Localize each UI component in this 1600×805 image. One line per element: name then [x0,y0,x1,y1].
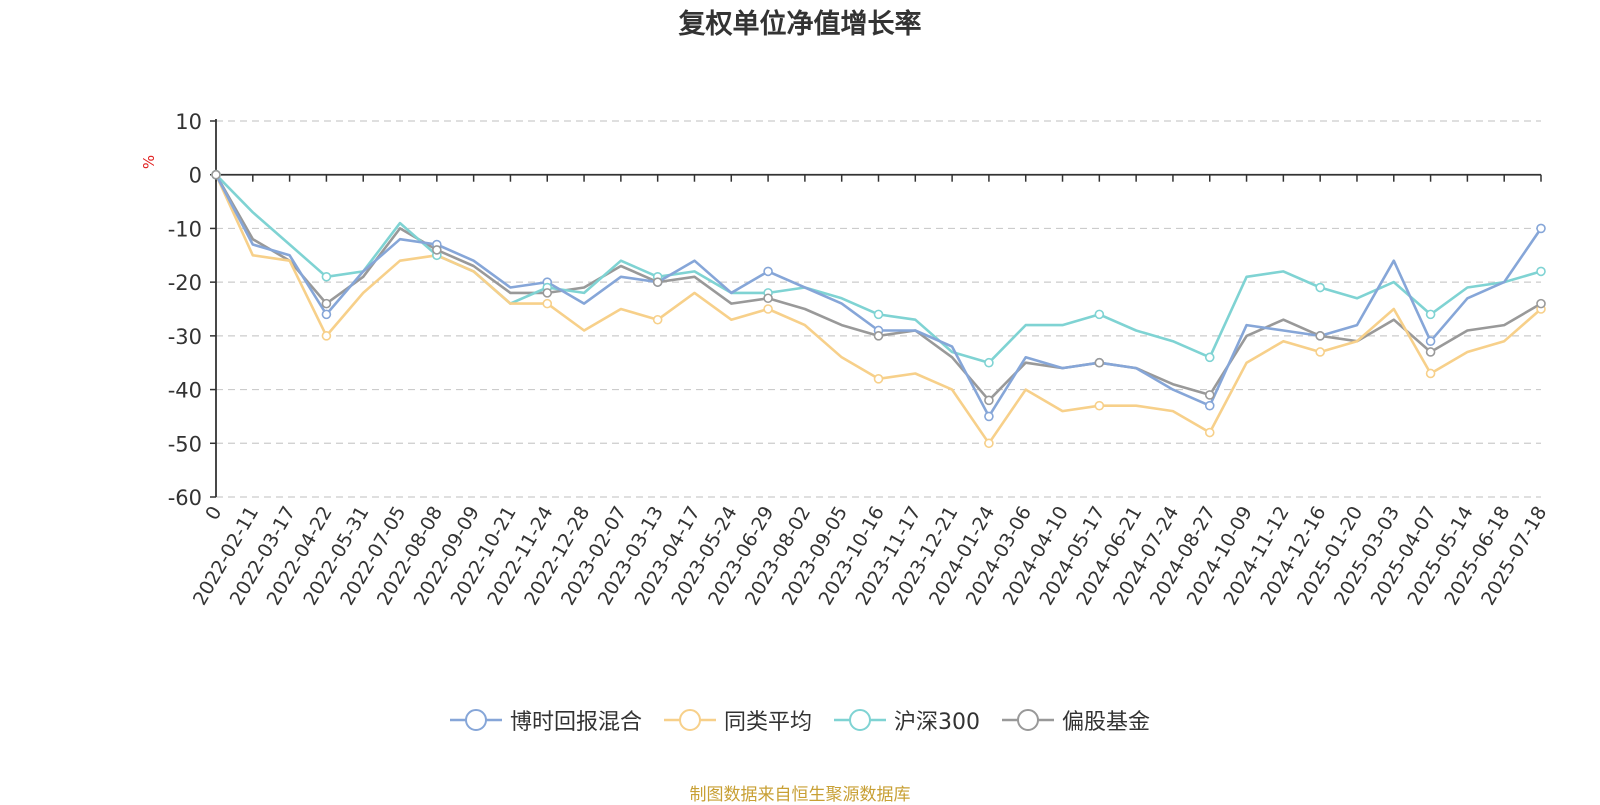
chart-title: 复权单位净值增长率 [678,9,922,40]
x-tick-label: 0 [201,503,226,524]
legend-swatch-marker [1017,709,1039,731]
y-tick-label: -60 [168,486,202,510]
data-point [1204,352,1215,363]
data-point [211,169,221,180]
data-point [763,293,773,304]
legend-swatch [834,709,886,731]
data-point [652,314,663,325]
data-point [1425,336,1436,347]
data-point [1536,223,1546,234]
y-tick-label: 0 [189,164,202,188]
data-point [652,277,663,287]
data-point [321,309,332,320]
data-point [1315,331,1325,341]
legend-label: 偏股基金 [1062,710,1151,735]
y-tick-label: 10 [175,110,202,134]
y-tick-label: -10 [168,217,202,241]
data-point [1425,347,1436,357]
data-point [1315,282,1325,293]
data-point [1425,368,1436,379]
data-point [542,298,553,309]
source-note: 制图数据来自恒生聚源数据库 [689,785,911,805]
legend-item[interactable]: 同类平均 [663,704,812,736]
series-line [214,174,1542,402]
data-point [542,288,553,298]
data-point [763,266,773,277]
legend-swatch [663,709,716,731]
y-tick-label: -40 [168,379,202,403]
data-point [1094,309,1105,320]
data-point [984,438,994,449]
data-point [763,304,773,314]
data-point [321,271,332,282]
data-point [1204,390,1215,400]
data-point [873,374,884,384]
axes [210,119,1542,498]
data-point [432,245,442,255]
data-point [984,357,994,368]
data-point [1425,309,1436,320]
legend-swatch-marker [849,709,871,731]
series-line [214,174,1542,445]
legend-swatch-marker [464,709,487,731]
data-point [984,395,994,406]
legend-swatch [1002,709,1054,731]
y-tick-labels: 10 0 -10 -20 -30 -40 -50 -60 [168,110,202,510]
data-point [321,331,332,341]
data-point [1094,357,1105,368]
data-point [1536,298,1546,309]
data-point [321,298,332,309]
data-point [873,331,884,341]
data-point [984,411,994,422]
series-lines [214,173,1543,445]
grid-lines [216,120,1541,498]
legend: 博时回报混合 同类平均 沪深300 偏股基金 [0,704,1600,736]
data-point [1315,347,1325,357]
series-markers [211,169,1546,449]
data-point [1536,266,1546,277]
legend-label: 博时回报混合 [509,710,642,735]
data-point [873,309,884,320]
legend-label: 同类平均 [723,710,812,735]
y-tick-label: -20 [168,271,202,295]
legend-swatch [449,709,502,731]
data-point [1204,400,1215,411]
legend-item[interactable]: 偏股基金 [1002,704,1150,736]
legend-item[interactable]: 博时回报混合 [449,704,642,736]
legend-label: 沪深300 [894,710,980,735]
data-point [1094,400,1105,411]
legend-swatch-marker [678,709,701,731]
data-point [1204,427,1215,438]
y-tick-label: -30 [168,325,202,349]
legend-item[interactable]: 沪深300 [834,704,980,736]
y-tick-label: -50 [168,432,202,456]
y-axis-unit-label: % [140,155,158,169]
x-tick-labels: 02022-02-112022-03-172022-04-222022-05-3… [189,503,1551,610]
